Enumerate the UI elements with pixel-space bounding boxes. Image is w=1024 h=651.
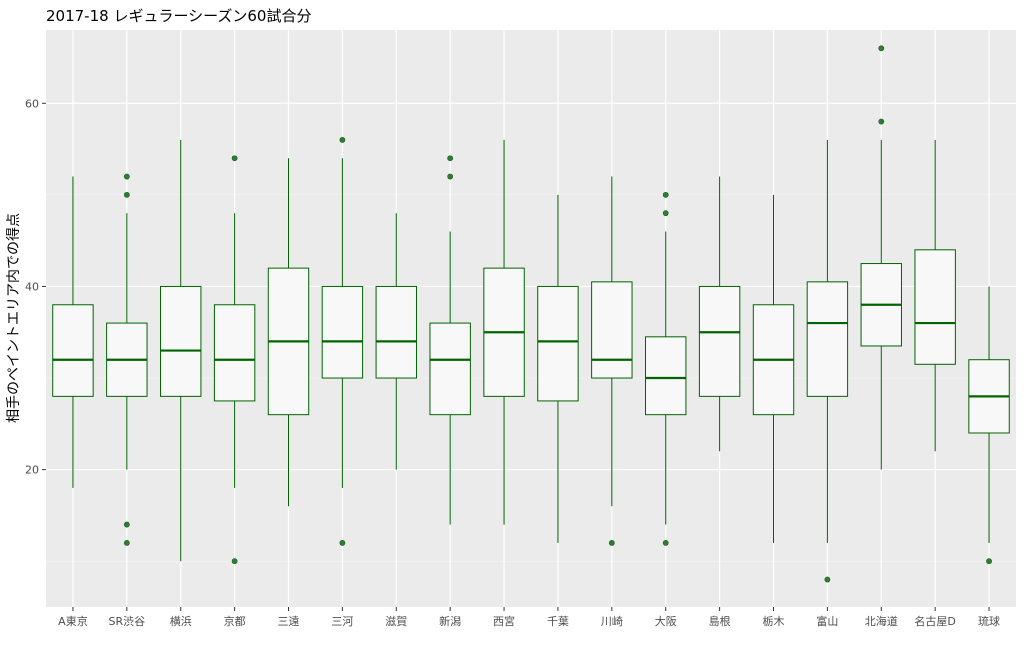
x-tick-label: 千葉: [547, 614, 569, 628]
outlier-point: [986, 558, 992, 565]
box-琉球: [968, 286, 1010, 565]
x-tick-label: 三遠: [278, 615, 300, 628]
outlier-point: [123, 173, 130, 180]
box-新潟: [429, 155, 471, 525]
x-tick-label: 名古屋D: [914, 614, 955, 628]
outlier-point: [878, 118, 885, 125]
x-tick-label: 新潟: [439, 614, 461, 628]
x-tick-label: 栃木: [763, 614, 785, 628]
box-A東京: [52, 176, 94, 488]
x-tick-label: 北海道: [865, 614, 898, 628]
box-千葉: [537, 194, 579, 543]
x-tick-label: 大阪: [655, 614, 677, 628]
box-iqr: [914, 249, 956, 365]
x-tick-label: SR渋谷: [109, 615, 146, 628]
chart-title: 2017-18 レギュラーシーズン60試合分: [46, 7, 311, 25]
x-tick-label: 富山: [816, 614, 838, 628]
box-大阪: [645, 191, 687, 546]
y-axis: 20 40 60: [25, 97, 46, 477]
outlier-point: [608, 539, 615, 546]
x-tick-label: 川崎: [601, 614, 623, 628]
outlier-point: [123, 521, 130, 528]
box-SR渋谷: [106, 173, 148, 546]
outlier-point: [662, 191, 669, 198]
outlier-point: [231, 155, 238, 162]
box-iqr: [52, 304, 94, 397]
box-iqr: [213, 304, 256, 402]
box-川崎: [591, 176, 633, 546]
outlier-point: [231, 558, 238, 565]
box-西宮: [483, 139, 525, 525]
x-tick-label: 島根: [709, 614, 731, 628]
x-tick-label: 西宮: [493, 614, 515, 628]
x-axis: A東京 SR渋谷 横浜 京都 三遠 三河 滋賀 新潟 西宮 千葉 川崎 大阪 島根 栃木 富山 北海道 名古屋D…: [58, 607, 1000, 628]
y-axis-title: 相手のペイントエリア内での得点: [5, 213, 22, 423]
box-iqr: [429, 322, 471, 416]
x-tick-label: 滋賀: [385, 615, 407, 628]
outlier-point: [662, 210, 669, 217]
y-tick-label: 40: [25, 280, 39, 293]
box-京都: [213, 155, 256, 565]
box-iqr: [375, 285, 417, 379]
box-iqr: [591, 281, 633, 379]
box-iqr: [160, 285, 202, 397]
outlier-point: [123, 191, 130, 198]
box-富山: [806, 139, 849, 583]
boxes-layer: [52, 45, 1010, 583]
y-tick-label: 20: [25, 464, 39, 477]
box-iqr: [321, 285, 364, 379]
outlier-point: [339, 539, 346, 546]
x-tick-label: 琉球: [978, 614, 1000, 628]
box-名古屋D: [914, 139, 956, 452]
outlier-point: [662, 539, 669, 546]
box-三遠: [267, 158, 310, 507]
outlier-point: [824, 576, 831, 583]
outlier-point: [447, 155, 454, 162]
box-横浜: [160, 139, 202, 562]
x-tick-label: 京都: [224, 614, 246, 628]
box-iqr: [537, 285, 579, 402]
box-栃木: [752, 194, 795, 543]
box-iqr: [645, 336, 687, 416]
outlier-point: [447, 173, 454, 180]
box-島根: [698, 176, 741, 452]
x-tick-label: 横浜: [170, 614, 192, 628]
outlier-point: [123, 539, 130, 546]
box-iqr: [806, 281, 849, 397]
box-北海道: [860, 45, 902, 470]
outlier-point: [339, 137, 346, 143]
outlier-point: [878, 45, 885, 52]
box-滋賀: [375, 213, 417, 470]
x-tick-label: A東京: [58, 614, 88, 628]
box-三河: [321, 137, 364, 546]
plot-panel: [46, 30, 1016, 607]
y-tick-label: 60: [25, 97, 39, 110]
x-tick-label: 三河: [331, 615, 353, 628]
box-iqr: [698, 285, 741, 397]
